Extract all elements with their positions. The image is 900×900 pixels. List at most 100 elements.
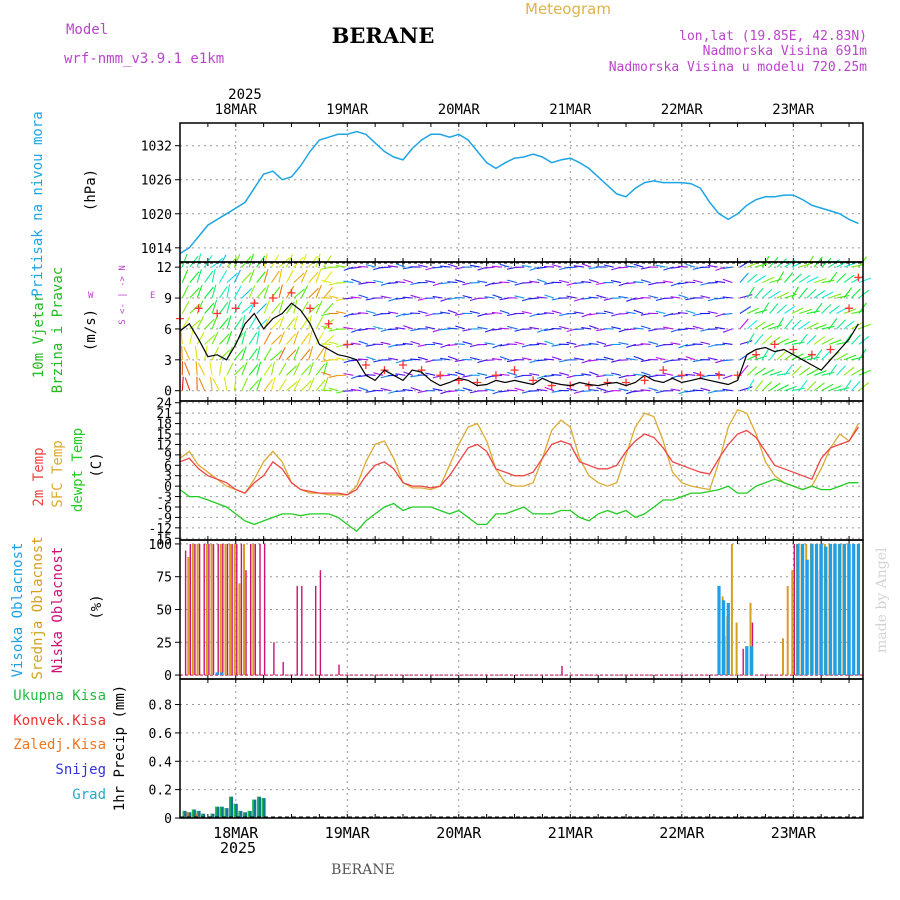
wind-arrow: [454, 359, 465, 362]
wind-arrow: [739, 364, 749, 376]
temp-ylabel-dewpt: dewpt Temp: [70, 428, 86, 512]
wind-arrow: [588, 359, 599, 362]
cloud-mid-bar: [219, 543, 222, 675]
wind-arrow: [589, 371, 599, 376]
wind-arrow: [821, 337, 834, 345]
wind-compass-w: W: [88, 291, 94, 301]
cloud-low-bar: [203, 543, 205, 675]
wind-arrow: [491, 311, 503, 315]
cloud-high-bar: [726, 602, 730, 675]
wind-arrow: [784, 385, 797, 392]
wind-arrow: [403, 371, 413, 376]
bottom-day-label: 19MAR: [325, 824, 371, 842]
precip-total-edge: [191, 809, 194, 818]
wind-arrow: [746, 379, 755, 391]
wind-arrow: [395, 373, 406, 376]
gust-mark: [584, 381, 593, 390]
wind-arrow: [484, 282, 495, 287]
wind-arrow: [263, 331, 272, 345]
panel-wind: 0 3 6 9 12: [156, 253, 872, 401]
y-tick-label: 18: [156, 418, 172, 433]
wind-arrow: [791, 365, 802, 376]
wind-arrow: [196, 331, 205, 345]
watermark: made by Angel: [874, 547, 890, 653]
wind-arrow: [543, 265, 555, 268]
wind-arrow: [537, 328, 547, 333]
wind-arrow: [828, 305, 840, 314]
wind-arrow: [439, 265, 450, 268]
wind-arrow: [226, 272, 238, 284]
gust-mark: [306, 304, 315, 313]
wind-arrow: [181, 316, 191, 330]
wind-arrow: [484, 328, 495, 333]
wind-arrow: [300, 316, 310, 330]
wind-arrow: [544, 294, 555, 299]
gust-mark: [640, 376, 649, 385]
wind-arrow: [828, 364, 838, 376]
wind-arrow: [596, 358, 607, 361]
cloud-high-bar: [215, 672, 219, 675]
station-title: BERANE: [332, 23, 435, 48]
wind-arrow: [499, 327, 510, 330]
wind-arrow: [335, 264, 346, 268]
wind-arrow: [529, 372, 540, 376]
wind-arrow: [581, 373, 592, 376]
wind-arrow: [821, 279, 835, 284]
wind-arrow: [806, 381, 817, 392]
wind-arrow: [596, 387, 607, 392]
wind-arrow: [655, 356, 666, 361]
wind-arrow: [798, 274, 811, 284]
wind-arrow: [798, 367, 811, 376]
wind-arrow: [278, 362, 287, 376]
wind-arrow: [358, 386, 369, 392]
wind-arrow: [387, 311, 398, 315]
wind-arrow: [256, 330, 260, 345]
wind-arrow: [308, 361, 314, 376]
wind-arrow: [233, 285, 242, 299]
wind-arrow: [746, 333, 755, 345]
wind-arrow: [335, 357, 347, 361]
wind-arrow: [828, 339, 842, 345]
wind-arrow: [484, 266, 495, 269]
wind-arrow: [588, 312, 599, 316]
cloud-low-bar: [198, 543, 201, 675]
wind-arrow: [263, 363, 273, 376]
wind-arrow: [256, 361, 262, 376]
wind-arrow: [328, 341, 339, 345]
wind-arrow: [198, 377, 206, 391]
wind-arrow: [211, 284, 217, 299]
wind-arrow: [499, 281, 510, 284]
wind-arrow: [754, 287, 764, 299]
wind-arrow: [477, 372, 488, 376]
wind-arrow: [308, 330, 313, 345]
precip-unit: 1hr Precip (mm): [112, 685, 128, 811]
wind-arrow: [380, 387, 391, 392]
wind-arrow: [315, 379, 326, 392]
wind-arrow: [440, 297, 451, 302]
wind-arrow: [648, 341, 659, 345]
cloud-low-bar: [263, 543, 266, 675]
y-tick-label: 1014: [141, 242, 172, 257]
cloud-low-bar: [742, 648, 744, 675]
wind-arrow: [521, 264, 532, 268]
wind-arrow: [798, 287, 808, 299]
y-tick-label: 1026: [141, 174, 172, 189]
wind-arrow: [806, 356, 820, 361]
wind-arrow: [278, 268, 283, 283]
wind-arrow: [211, 331, 219, 345]
wind-arrow: [791, 286, 799, 299]
gust-mark: [287, 288, 296, 297]
wind-arrow: [219, 270, 228, 283]
wind-arrow: [293, 362, 301, 376]
wind-arrow: [559, 372, 570, 376]
wind-arrow: [293, 378, 301, 391]
cloud-mid-bar: [196, 543, 199, 675]
wind-arrow: [798, 333, 808, 345]
top-day-label: 21MAR: [549, 102, 592, 118]
wind-arrow: [484, 312, 495, 315]
wind-arrow: [440, 357, 450, 361]
wind-arrow: [343, 280, 354, 284]
gust-mark: [529, 376, 538, 385]
wind-arrow: [596, 374, 607, 378]
